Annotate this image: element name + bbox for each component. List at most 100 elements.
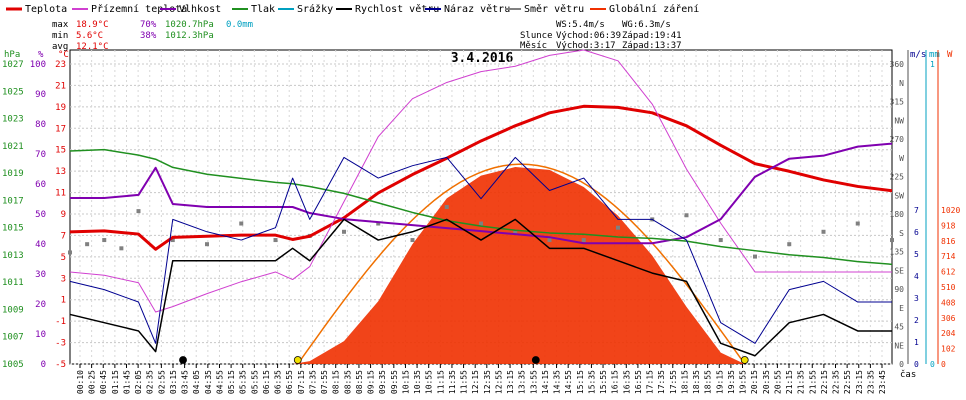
time-tick-label: 13:15 [506, 370, 515, 394]
temp-tick-label: 9 [61, 210, 66, 220]
wind-direction-point [890, 238, 894, 243]
stats-avg-temp: 12.1°C [76, 42, 109, 52]
wind-direction-point [444, 205, 449, 209]
time-tick-label: 02:55 [157, 370, 166, 394]
stats-max-press: 1020.7hPa [165, 20, 214, 30]
time-tick-label: 18:35 [692, 370, 701, 394]
hpa-tick-label: 1017 [2, 196, 24, 206]
stats-avg-label: avg [52, 42, 68, 52]
radiation-tick-label: 408 [941, 298, 956, 307]
humidity-tick-label: 70 [35, 150, 46, 160]
time-tick-label: 12:55 [494, 370, 503, 394]
legend-naraz-vetru: Náraz větru [444, 3, 510, 15]
astro-ws: WS:5.4m/s [556, 20, 605, 30]
time-tick-label: 21:55 [808, 370, 817, 394]
chart-title: 3.4.2016 [451, 51, 514, 66]
unit-wind: m/s [910, 50, 926, 60]
time-tick-label: 01:15 [111, 370, 120, 394]
moonrise-marker [179, 356, 187, 364]
stats-max-temp: 18.9°C [76, 20, 109, 30]
hpa-tick-label: 1027 [2, 60, 24, 70]
series-globalni-zareni-area [292, 167, 745, 364]
temp-tick-label: 13 [55, 167, 66, 177]
time-tick-label: 22:35 [832, 370, 841, 394]
direction-tick-label: S [899, 229, 904, 238]
wind-direction-point [787, 242, 792, 247]
time-tick-label: 09:55 [390, 370, 399, 394]
radiation-tick-label: 918 [941, 221, 956, 230]
astro-wg: WG:6.3m/s [622, 20, 671, 30]
hpa-tick-label: 1005 [2, 360, 24, 370]
time-tick-label: 12:15 [471, 370, 480, 394]
hpa-tick-label: 1023 [2, 115, 24, 125]
time-tick-label: 20:35 [762, 370, 771, 394]
wind-tick-label: 0 [914, 360, 919, 369]
wind-direction-point [136, 209, 141, 214]
wind-direction-point [753, 254, 757, 259]
time-tick-label: 19:55 [739, 370, 748, 394]
radiation-tick-label: 714 [941, 252, 956, 261]
wind-tick-label: 1 [914, 338, 919, 347]
hpa-tick-label: 1009 [2, 305, 24, 315]
time-tick-label: 22:15 [820, 370, 829, 394]
direction-tick-label: N [899, 79, 904, 88]
legend-globalni-zareni: Globální záření [609, 3, 699, 15]
time-tick-label: 03:45 [181, 370, 190, 394]
series-rychlost-vetru [69, 218, 892, 357]
time-tick-label: 11:15 [436, 370, 445, 394]
legend-vlhkost: Vlhkost [179, 4, 221, 15]
legend-prizemni-teplota: Přízemní teplota [91, 3, 187, 15]
direction-tick-label: 270 [890, 135, 905, 144]
humidity-tick-label: 10 [35, 330, 46, 340]
wind-direction-point [684, 213, 689, 218]
wind-direction-point [410, 238, 415, 243]
time-tick-label: 10:15 [401, 370, 410, 394]
wind-direction-point [855, 221, 860, 226]
astro-sun-set: Západ:19:41 [622, 31, 682, 41]
hpa-tick-label: 1007 [2, 333, 24, 343]
radiation-tick-label: 1020 [941, 206, 960, 215]
wind-direction-point [616, 225, 620, 230]
time-tick-label: 16:15 [611, 370, 620, 394]
wind-direction-point [119, 246, 124, 251]
direction-tick-label: NE [894, 341, 904, 350]
temp-tick-label: 3 [61, 274, 66, 284]
humidity-tick-label: 80 [35, 120, 46, 130]
time-tick-label: 04:55 [215, 370, 224, 394]
humidity-tick-label: 50 [35, 210, 46, 220]
temp-tick-label: 21 [55, 81, 66, 91]
legend-smer-vetru: Směr větru [524, 3, 584, 15]
legend-tlak: Tlak [251, 4, 275, 15]
temp-tick-label: 1 [61, 296, 66, 306]
unit-temp: °C [58, 50, 69, 60]
time-tick-label: 16:35 [622, 370, 631, 394]
temp-tick-label: 5 [61, 253, 66, 263]
time-tick-label: 01:45 [122, 370, 131, 394]
rain-tick-label: 0 [930, 360, 935, 369]
temp-tick-label: -5 [55, 360, 66, 370]
direction-tick-label: NW [894, 116, 904, 125]
radiation-tick-label: 102 [941, 345, 956, 354]
series-prizemni-teplota [69, 49, 892, 313]
series-vlhkost [70, 142, 893, 245]
time-tick-label: 18:15 [680, 370, 689, 394]
stats-block: max 18.9°C 70% 1020.7hPa 0.0mm min 5.6°C… [52, 20, 253, 52]
radiation-tick-label: 204 [941, 329, 956, 338]
wind-direction-point [239, 221, 244, 226]
time-tick-label: 14:35 [553, 370, 562, 394]
stats-max-rain: 0.0mm [226, 20, 253, 30]
time-tick-label: 21:15 [785, 370, 794, 394]
direction-tick-label: SE [894, 266, 904, 275]
wind-direction-point [85, 242, 90, 247]
temp-tick-label: 15 [55, 146, 66, 156]
wind-direction-point [821, 229, 826, 234]
direction-tick-label: 45 [894, 323, 904, 332]
time-axis: 00:10 00:25 00:45 01:15 01:45 02:05 02:35 02:55… [76, 364, 887, 394]
temp-tick-label: 11 [55, 189, 66, 199]
time-tick-label: 22:55 [843, 370, 852, 394]
time-tick-label: 04:05 [192, 370, 201, 394]
humidity-tick-label: 20 [35, 300, 46, 310]
direction-tick-label: 225 [890, 173, 905, 182]
wind-tick-label: 5 [914, 250, 919, 259]
